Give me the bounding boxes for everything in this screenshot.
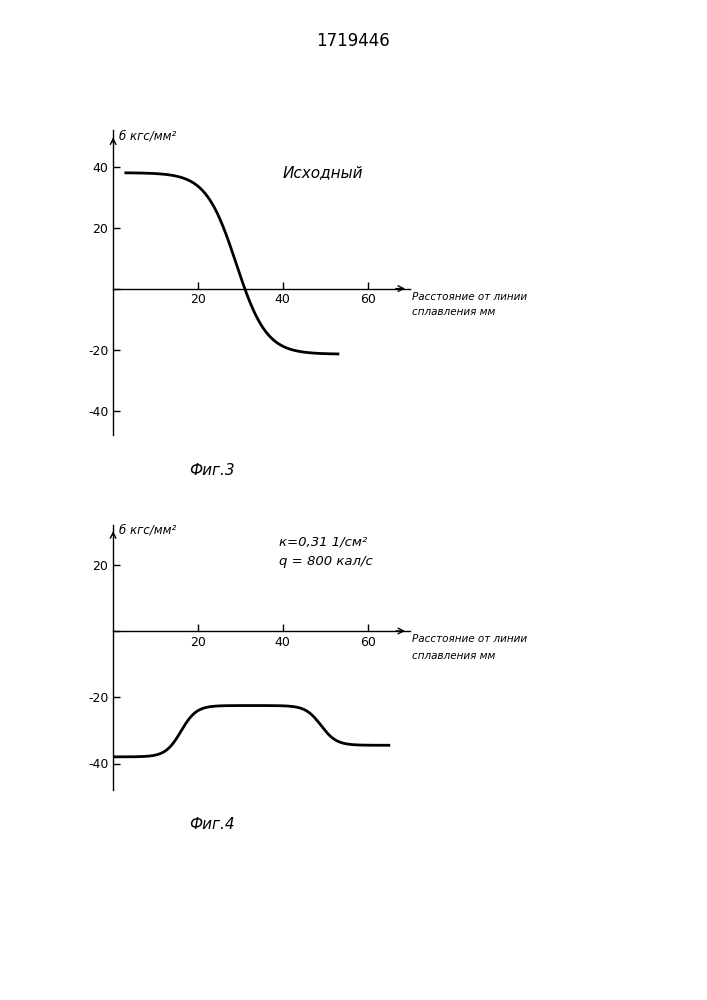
Text: Фиг.4: Фиг.4	[189, 817, 235, 832]
Text: сплавления мм: сплавления мм	[412, 307, 496, 317]
Text: Расстояние от линии: Расстояние от линии	[412, 292, 527, 302]
Text: 1719446: 1719446	[317, 32, 390, 50]
Text: Фиг.3: Фиг.3	[189, 463, 235, 478]
Text: к=0,31 1/см²: к=0,31 1/см²	[279, 535, 367, 548]
Text: сплавления мм: сплавления мм	[412, 651, 496, 661]
Text: Расстояние от линии: Расстояние от линии	[412, 634, 527, 644]
Text: q = 800 кал/с: q = 800 кал/с	[279, 555, 373, 568]
Text: Исходный: Исходный	[283, 165, 363, 180]
Text: б кгс/мм²: б кгс/мм²	[119, 130, 177, 143]
Text: б кгс/мм²: б кгс/мм²	[119, 523, 177, 536]
